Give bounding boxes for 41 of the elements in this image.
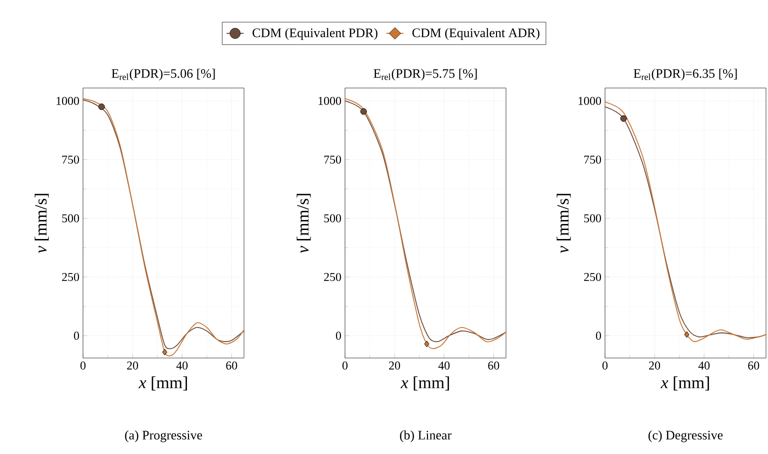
y-tick-label: 750 xyxy=(324,156,342,164)
y-tick-label: 250 xyxy=(62,272,80,282)
x-axis-title: x [mm] xyxy=(138,376,187,390)
x-tick-label: 40 xyxy=(698,362,710,370)
y-tick-label: 250 xyxy=(584,272,602,282)
y-tick-label: 500 xyxy=(584,214,602,222)
x-tick-label: 0 xyxy=(80,362,86,370)
y-tick-label: 250 xyxy=(324,272,342,282)
y-axis-title: v [mm/s] xyxy=(34,194,49,254)
text: (b) Linear xyxy=(400,430,452,442)
chart-title: E$_{rel}$(PDR)=5.06 [%] xyxy=(112,68,215,80)
text: (a) Progressive xyxy=(125,430,202,442)
y-tick-label: 1000 xyxy=(318,96,342,105)
y-axis-title: v [mm/s] xyxy=(296,194,311,254)
y-tick-label: 1000 xyxy=(578,96,602,105)
x-tick-label: 60 xyxy=(488,362,500,370)
legend-label: CDM (Equivalent ADR) xyxy=(412,28,540,40)
chart-title: E$_{rel}$(PDR)=5.75 [%] xyxy=(374,68,477,80)
x-axis-title: x [mm] xyxy=(660,376,709,390)
x-tick-label: 60 xyxy=(748,362,760,370)
y-tick-label: 0 xyxy=(74,332,80,340)
legend-label: CDM (Equivalent PDR) xyxy=(252,28,378,40)
x-tick-label: 20 xyxy=(649,362,660,370)
x-tick-label: 20 xyxy=(389,362,400,370)
text: (c) Degressive xyxy=(648,430,723,442)
y-tick-label: 0 xyxy=(336,332,342,340)
x-tick-label: 20 xyxy=(127,362,138,370)
y-tick-label: 750 xyxy=(584,156,602,164)
y-tick-label: 500 xyxy=(62,214,80,222)
chart-title: E$_{rel}$(PDR)=6.35 [%] xyxy=(634,68,737,80)
x-tick-label: 0 xyxy=(342,362,348,370)
y-axis-title: v [mm/s] xyxy=(556,194,571,254)
x-tick-label: 60 xyxy=(226,362,238,370)
y-tick-label: 0 xyxy=(596,332,602,340)
y-tick-label: 500 xyxy=(324,214,342,222)
y-tick-label: 1000 xyxy=(56,96,80,105)
y-tick-label: 750 xyxy=(62,156,80,164)
x-tick-label: 40 xyxy=(176,362,188,370)
x-axis-title: x [mm] xyxy=(400,376,449,390)
x-tick-label: 40 xyxy=(438,362,450,370)
x-tick-label: 0 xyxy=(602,362,608,370)
